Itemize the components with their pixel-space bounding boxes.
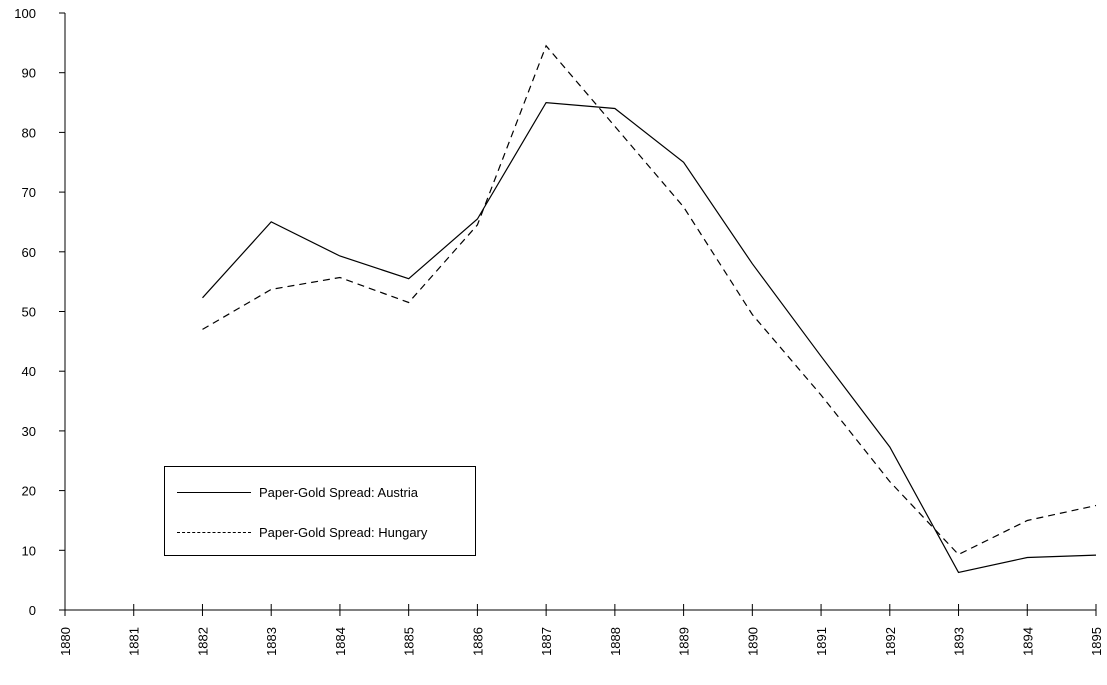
- y-tick-label: 40: [22, 364, 36, 379]
- legend-label-hungary: Paper-Gold Spread: Hungary: [259, 524, 428, 540]
- x-tick-label: 1888: [608, 627, 623, 656]
- y-tick-label: 20: [22, 484, 36, 499]
- x-tick-label: 1893: [952, 627, 967, 656]
- y-tick-label: 90: [22, 66, 36, 81]
- x-tick-label: 1891: [814, 627, 829, 656]
- y-tick-label: 70: [22, 185, 36, 200]
- y-tick-label: 50: [22, 305, 36, 320]
- x-tick-label: 1886: [470, 627, 485, 656]
- x-tick-label: 1895: [1089, 627, 1104, 656]
- legend: Paper-Gold Spread: Austria Paper-Gold Sp…: [164, 466, 476, 556]
- x-tick-label: 1885: [402, 627, 417, 656]
- y-tick-label: 30: [22, 424, 36, 439]
- tick-labels: 0 10 20 30 40 50 60 70 80 90 100 1880 1881 1882 1883 18…: [14, 6, 1104, 656]
- x-tick-label: 1890: [745, 627, 760, 656]
- x-tick-label: 1881: [127, 627, 142, 656]
- x-tick-label: 1889: [677, 627, 692, 656]
- x-tick-label: 1882: [195, 627, 210, 656]
- legend-item-austria: Paper-Gold Spread: Austria: [177, 482, 418, 502]
- legend-swatch-solid: [177, 491, 251, 493]
- axes: [59, 12, 1097, 616]
- y-tick-label: 60: [22, 245, 36, 260]
- series-line-hungary: [202, 44, 1097, 556]
- series-line-austria: [202, 101, 1097, 574]
- legend-label-austria: Paper-Gold Spread: Austria: [259, 484, 418, 500]
- y-tick-label: 80: [22, 125, 36, 140]
- x-tick-label: 1887: [539, 627, 554, 656]
- y-tick-label: 0: [29, 603, 36, 618]
- y-tick-label: 100: [14, 6, 36, 21]
- legend-swatch-dashed: [177, 531, 251, 533]
- x-tick-label: 1880: [58, 627, 73, 656]
- legend-item-hungary: Paper-Gold Spread: Hungary: [177, 522, 427, 542]
- y-tick-label: 10: [22, 543, 36, 558]
- x-tick-label: 1892: [883, 627, 898, 656]
- series-lines: [202, 44, 1097, 574]
- x-tick-label: 1894: [1020, 627, 1035, 656]
- x-tick-label: 1884: [333, 627, 348, 656]
- x-tick-label: 1883: [264, 627, 279, 656]
